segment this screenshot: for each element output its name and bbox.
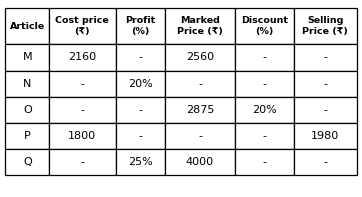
Bar	[235, 71, 294, 97]
Text: Selling
Price (₹): Selling Price (₹)	[302, 16, 348, 36]
Bar	[5, 97, 49, 123]
Text: 2875: 2875	[186, 105, 214, 115]
Text: 20%: 20%	[128, 79, 152, 89]
Text: -: -	[262, 52, 266, 62]
Text: Q: Q	[23, 157, 31, 167]
Bar	[294, 44, 357, 71]
Text: -: -	[80, 79, 84, 89]
Bar	[115, 44, 165, 71]
Text: -: -	[198, 79, 202, 89]
Text: Profit
(%): Profit (%)	[125, 16, 155, 36]
Text: Cost price
(₹): Cost price (₹)	[55, 16, 109, 36]
Bar	[235, 44, 294, 71]
Text: O: O	[23, 105, 31, 115]
Text: 1980: 1980	[311, 131, 340, 141]
Bar	[165, 123, 235, 149]
Text: -: -	[262, 157, 266, 167]
Text: -: -	[323, 105, 327, 115]
Bar	[235, 97, 294, 123]
Text: -: -	[138, 131, 142, 141]
Bar	[49, 97, 115, 123]
Text: N: N	[23, 79, 31, 89]
Bar	[165, 97, 235, 123]
Text: -: -	[323, 52, 327, 62]
Bar	[49, 123, 115, 149]
Bar	[49, 71, 115, 97]
Text: 4000: 4000	[186, 157, 214, 167]
Text: -: -	[262, 131, 266, 141]
Text: -: -	[198, 131, 202, 141]
Text: 2560: 2560	[186, 52, 214, 62]
Text: Marked
Price (₹): Marked Price (₹)	[177, 16, 223, 36]
Bar	[115, 71, 165, 97]
Bar	[5, 44, 49, 71]
Bar	[49, 8, 115, 44]
Text: -: -	[262, 79, 266, 89]
Bar	[235, 123, 294, 149]
Bar	[235, 8, 294, 44]
Bar	[5, 149, 49, 175]
Text: Discount
(%): Discount (%)	[241, 16, 288, 36]
Bar	[115, 97, 165, 123]
Text: -: -	[138, 52, 142, 62]
Bar	[294, 123, 357, 149]
Text: 1800: 1800	[68, 131, 96, 141]
Bar	[115, 123, 165, 149]
Bar	[49, 149, 115, 175]
Bar	[165, 44, 235, 71]
Bar	[5, 71, 49, 97]
Bar	[5, 123, 49, 149]
Text: -: -	[80, 105, 84, 115]
Bar	[294, 8, 357, 44]
Bar	[235, 149, 294, 175]
Text: M: M	[22, 52, 32, 62]
Bar	[165, 71, 235, 97]
Text: -: -	[323, 157, 327, 167]
Bar	[165, 8, 235, 44]
Bar	[294, 71, 357, 97]
Text: 20%: 20%	[252, 105, 277, 115]
Text: -: -	[80, 157, 84, 167]
Bar	[49, 44, 115, 71]
Text: P: P	[24, 131, 31, 141]
Bar	[294, 97, 357, 123]
Bar	[115, 149, 165, 175]
Text: 25%: 25%	[128, 157, 152, 167]
Text: 2160: 2160	[68, 52, 96, 62]
Bar	[5, 8, 49, 44]
Text: -: -	[138, 105, 142, 115]
Bar	[165, 149, 235, 175]
Bar	[115, 8, 165, 44]
Bar	[294, 149, 357, 175]
Text: -: -	[323, 79, 327, 89]
Text: Article: Article	[10, 22, 45, 31]
